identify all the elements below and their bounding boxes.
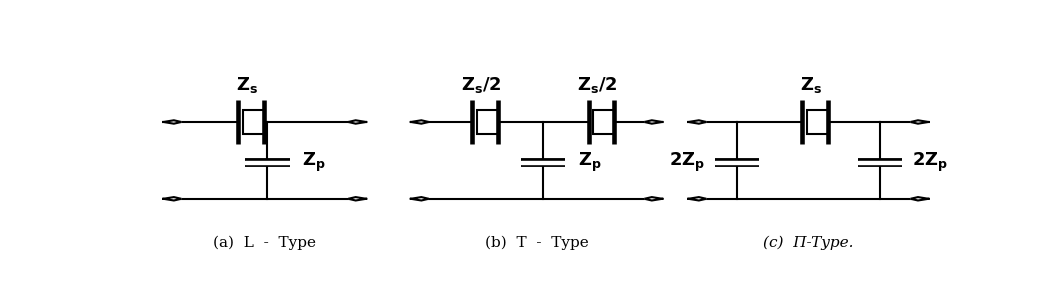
Text: $\mathbf{Z_s/2}$: $\mathbf{Z_s/2}$: [461, 75, 500, 95]
Polygon shape: [644, 197, 663, 201]
Polygon shape: [911, 120, 929, 124]
Bar: [594, 110, 615, 134]
Text: $\mathbf{Z_p}$: $\mathbf{Z_p}$: [578, 151, 601, 174]
Polygon shape: [911, 197, 929, 201]
Polygon shape: [163, 120, 181, 124]
Bar: [243, 110, 264, 134]
Polygon shape: [349, 120, 366, 124]
Polygon shape: [410, 120, 429, 124]
Polygon shape: [688, 120, 707, 124]
Text: $\mathbf{Z_p}$: $\mathbf{Z_p}$: [302, 151, 326, 174]
Bar: [807, 110, 828, 134]
Text: (a)  L  -  Type: (a) L - Type: [214, 235, 316, 250]
Text: $\mathbf{Z_s}$: $\mathbf{Z_s}$: [236, 75, 258, 95]
Text: $\mathbf{2Z_p}$: $\mathbf{2Z_p}$: [669, 151, 705, 174]
Text: (b)  T  -  Type: (b) T - Type: [485, 235, 588, 250]
Text: $\mathbf{Z_s}$: $\mathbf{Z_s}$: [800, 75, 822, 95]
Polygon shape: [688, 197, 707, 201]
Polygon shape: [410, 197, 429, 201]
Text: $\mathbf{Z_s/2}$: $\mathbf{Z_s/2}$: [577, 75, 618, 95]
Text: $\mathbf{2Z_p}$: $\mathbf{2Z_p}$: [912, 151, 948, 174]
Polygon shape: [349, 197, 366, 201]
Polygon shape: [644, 120, 663, 124]
Text: (c)  Π-Type.: (c) Π-Type.: [763, 235, 853, 250]
Bar: [476, 110, 497, 134]
Polygon shape: [163, 197, 181, 201]
